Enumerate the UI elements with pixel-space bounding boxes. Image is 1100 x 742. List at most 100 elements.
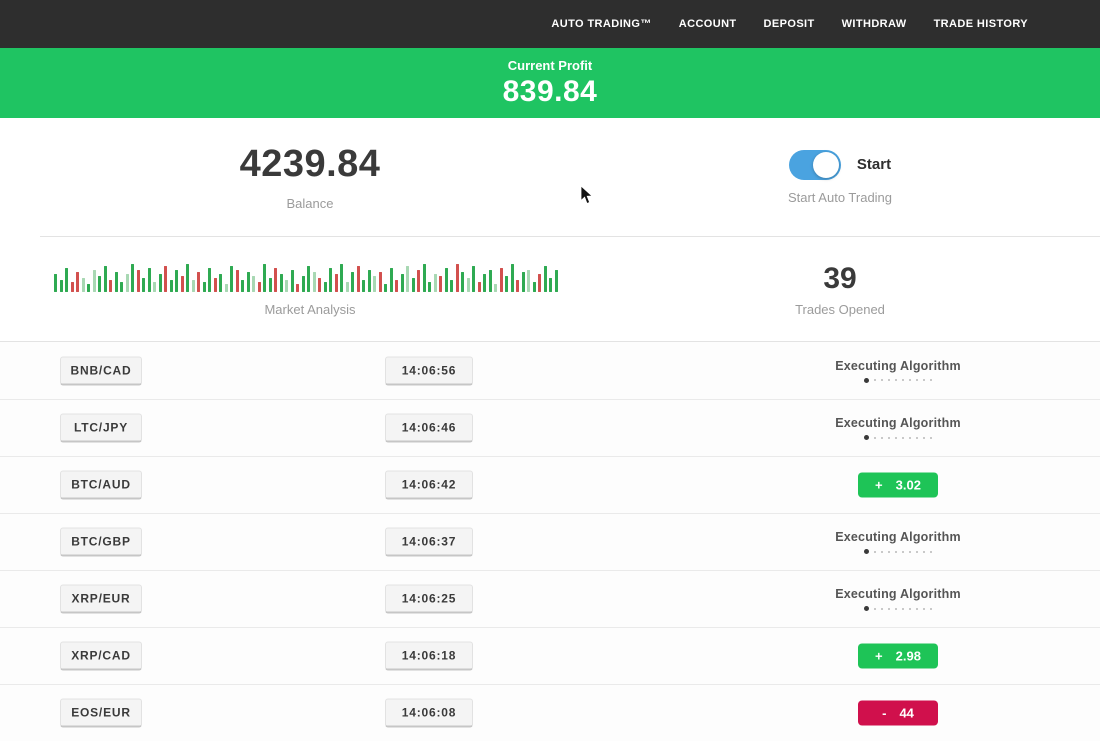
progress-dot <box>909 436 911 439</box>
market-bar <box>356 265 360 292</box>
market-bar <box>395 279 398 292</box>
market-bar <box>54 273 57 292</box>
market-bar <box>125 273 129 292</box>
market-bar <box>76 271 79 292</box>
market-bar <box>208 267 211 292</box>
market-bar <box>450 279 453 292</box>
trade-row: BTC/GBP 14:06:37 Executing Algorithm <box>0 513 1100 570</box>
trade-status-cell: Executing Algorithm <box>808 359 988 383</box>
trade-row: EOS/EUR 14:06:08 -44 <box>0 684 1100 741</box>
time-chip[interactable]: 14:06:46 <box>385 413 473 443</box>
pair-chip[interactable]: BTC/GBP <box>60 527 142 557</box>
market-bar <box>516 279 519 292</box>
market-bar <box>554 269 558 292</box>
pair-chip[interactable]: XRP/EUR <box>60 584 142 614</box>
market-bar <box>488 269 492 292</box>
progress-dot <box>881 436 883 439</box>
market-bar <box>114 271 118 292</box>
market-bar <box>510 263 514 292</box>
pair-chip[interactable]: EOS/EUR <box>60 698 142 728</box>
progress-dot <box>916 550 918 553</box>
market-bar <box>494 283 497 292</box>
progress-dot <box>916 436 918 439</box>
trades-opened-label: Trades Opened <box>795 301 885 317</box>
pair-chip[interactable]: XRP/CAD <box>60 641 142 671</box>
market-bar <box>263 263 266 292</box>
market-bar <box>499 267 503 292</box>
market-bar <box>241 279 244 292</box>
market-analysis-chart <box>54 262 566 292</box>
result-amount: 44 <box>899 705 914 721</box>
progress-dot <box>930 607 932 610</box>
progress-dot <box>888 550 890 553</box>
progress-dot <box>881 550 883 553</box>
market-bar <box>87 283 90 292</box>
market-bar <box>455 263 459 292</box>
market-bar <box>532 281 536 292</box>
trades-list: BNB/CAD 14:06:56 Executing Algorithm LTC/JP… <box>0 341 1100 741</box>
market-bar <box>191 279 195 292</box>
auto-trading-toggle[interactable] <box>788 149 841 180</box>
market-bar <box>527 269 530 292</box>
trade-row: XRP/CAD 14:06:18 +2.98 <box>0 627 1100 684</box>
progress-dot <box>864 377 869 383</box>
market-bar <box>384 283 387 292</box>
market-bar <box>70 281 74 292</box>
progress-dot <box>902 436 904 439</box>
nav-item-account[interactable]: ACCOUNT <box>678 18 737 30</box>
current-profit-value: 839.84 <box>502 74 598 108</box>
progress-dot <box>902 550 904 553</box>
market-bar <box>136 269 140 292</box>
trade-status-cell: +2.98 <box>808 643 988 669</box>
market-bar <box>81 277 85 292</box>
market-bar <box>543 265 547 292</box>
market-bar <box>131 263 134 292</box>
market-bar <box>461 271 464 292</box>
market-bar <box>109 279 112 292</box>
nav-item-auto-trading[interactable]: AUTO TRADING™ <box>551 18 652 30</box>
nav-menu: AUTO TRADING™ ACCOUNT DEPOSIT WITHDRAW TRADE… <box>551 18 1028 30</box>
market-bar <box>98 275 101 292</box>
market-bar <box>378 271 382 292</box>
market-bar <box>252 275 255 292</box>
balance-section: 4239.84 Balance Start Start Auto Trading <box>0 118 1100 236</box>
market-bar <box>521 271 525 292</box>
trade-row: BNB/CAD 14:06:56 Executing Algorithm <box>0 342 1100 399</box>
progress-dot <box>888 607 890 610</box>
time-chip[interactable]: 14:06:08 <box>385 698 473 728</box>
market-bar <box>65 267 68 292</box>
time-chip[interactable]: 14:06:42 <box>385 470 473 500</box>
toggle-sublabel: Start Auto Trading <box>787 189 893 205</box>
trade-status-cell: Executing Algorithm <box>808 416 988 440</box>
market-bar <box>235 269 239 292</box>
time-chip[interactable]: 14:06:37 <box>385 527 473 557</box>
top-navbar: AUTO TRADING™ ACCOUNT DEPOSIT WITHDRAW TRADE… <box>0 0 1100 48</box>
market-bar <box>411 277 415 292</box>
nav-item-withdraw[interactable]: WITHDRAW <box>841 18 907 30</box>
pair-chip[interactable]: LTC/JPY <box>60 413 142 443</box>
time-chip[interactable]: 14:06:56 <box>385 356 473 385</box>
result-sign: + <box>875 648 883 664</box>
nav-item-deposit[interactable]: DEPOSIT <box>763 18 815 30</box>
nav-item-trade-history[interactable]: TRADE HISTORY <box>933 18 1028 30</box>
market-bar <box>246 271 250 292</box>
market-bar <box>279 273 283 292</box>
market-bar <box>180 275 184 292</box>
time-chip[interactable]: 14:06:25 <box>385 584 473 614</box>
progress-dot <box>895 379 897 381</box>
section-divider <box>40 236 1100 237</box>
market-bar <box>340 263 343 292</box>
executing-algorithm-label: Executing Algorithm <box>835 416 961 430</box>
pair-chip[interactable]: BNB/CAD <box>60 356 142 385</box>
progress-dot <box>923 607 925 610</box>
time-chip[interactable]: 14:06:18 <box>385 641 473 671</box>
progress-dots <box>808 435 988 440</box>
market-bar <box>472 265 475 292</box>
trades-opened-value: 39 <box>823 261 857 295</box>
market-bar <box>549 277 552 292</box>
market-bar <box>417 269 420 292</box>
market-bar <box>301 275 305 292</box>
pair-chip[interactable]: BTC/AUD <box>60 470 142 500</box>
progress-dot <box>930 436 932 439</box>
trade-result-badge: -44 <box>858 700 938 726</box>
